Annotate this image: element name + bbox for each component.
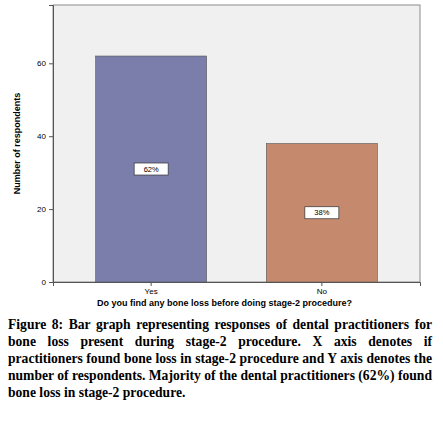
bars: [96, 56, 378, 282]
y-tick: 0: [42, 278, 53, 287]
x-tick: Yes: [145, 282, 158, 296]
y-tick: 60: [37, 59, 53, 68]
x-tick-label: Yes: [145, 287, 158, 296]
data-label-bg: [305, 207, 339, 219]
data-label: 62%: [144, 165, 159, 174]
y-tick-mark: [49, 63, 53, 64]
x-axis: Yes No: [54, 282, 421, 296]
data-label-box: 38%: [305, 207, 339, 219]
bar: [266, 144, 377, 283]
y-tick-label: 60: [37, 59, 46, 68]
x-tick: No: [317, 282, 328, 296]
y-tick-label: 20: [37, 205, 46, 214]
data-labels: 62% 38%: [134, 163, 339, 219]
y-tick: 20: [37, 205, 53, 214]
y-tick-label: 0: [42, 278, 47, 287]
x-tick-label: No: [317, 287, 328, 296]
bar: [96, 56, 207, 282]
data-label: 38%: [314, 208, 329, 217]
y-tick-mark: [49, 136, 53, 137]
data-label-box: 62%: [134, 163, 168, 175]
y-axis-line: [49, 6, 54, 283]
x-axis-title: Do you find any bone loss before doing s…: [97, 298, 352, 308]
y-tick-mark: [49, 282, 53, 283]
caption: Figure 8: Bar graph representing respons…: [8, 316, 432, 401]
y-axis-title: Number of respondents: [12, 93, 22, 195]
y-axis: 0 20 40 60: [37, 6, 53, 288]
plot-frame: [53, 5, 420, 282]
y-tick-label: 40: [37, 132, 46, 141]
x-tick-mark: [151, 282, 152, 286]
y-tick: 40: [37, 132, 53, 141]
x-axis-line: [54, 283, 421, 287]
x-tick-mark: [321, 282, 322, 286]
data-label-bg: [134, 163, 168, 175]
y-tick-mark: [49, 209, 53, 210]
